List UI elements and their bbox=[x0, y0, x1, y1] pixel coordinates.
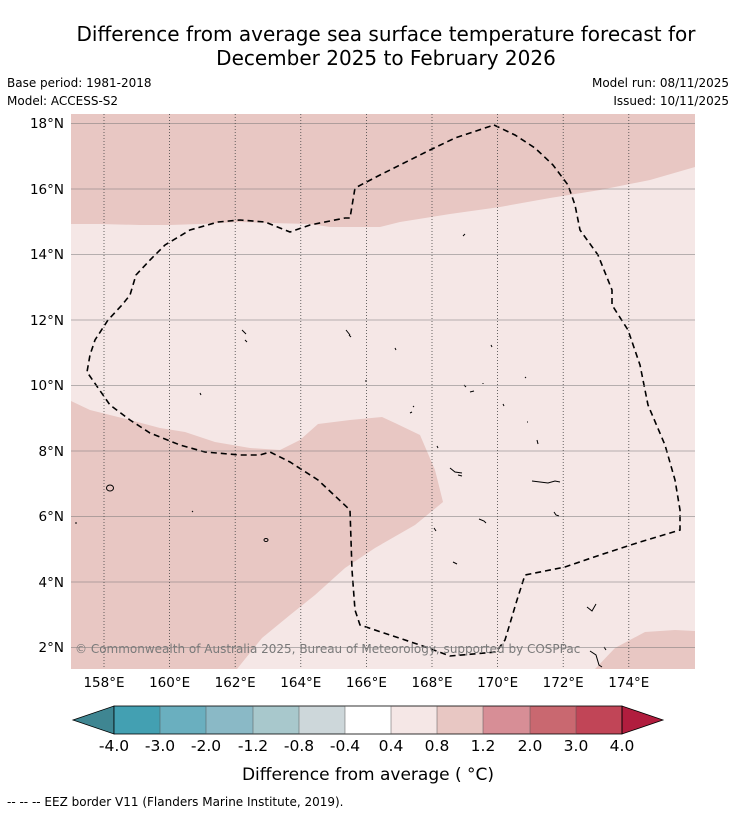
colorbar-outline bbox=[113, 705, 623, 735]
lon-label: 166°E bbox=[346, 675, 387, 691]
colorbar-tick-label: -4.0 bbox=[99, 737, 129, 755]
colorbar-tick-label: -1.2 bbox=[238, 737, 268, 755]
colorbar-bin bbox=[576, 706, 622, 734]
lat-label: 10°N bbox=[30, 378, 64, 394]
atoll-contours bbox=[75, 233, 607, 668]
colorbar-bin bbox=[160, 706, 206, 734]
lat-label: 8°N bbox=[39, 444, 64, 460]
anomaly-region-southwest bbox=[71, 401, 443, 669]
colorbar-title: Difference from average ( °C) bbox=[242, 765, 494, 785]
colorbar-tick-label: 0.4 bbox=[379, 737, 404, 755]
lon-label: 174°E bbox=[608, 675, 649, 691]
colorbar-bin bbox=[114, 706, 160, 734]
colorbar-tick-label: -0.4 bbox=[330, 737, 360, 755]
colorbar-tick-label: -3.0 bbox=[145, 737, 175, 755]
lat-label: 12°N bbox=[30, 313, 64, 329]
chart-title: Difference from average sea surface temp… bbox=[40, 22, 732, 70]
longitude-axis: 158°E 160°E 162°E 164°E 166°E 168°E 170°… bbox=[83, 675, 649, 691]
colorbar-tick-label: 3.0 bbox=[564, 737, 589, 755]
lon-label: 168°E bbox=[411, 675, 452, 691]
colorbar-tick-label: 4.0 bbox=[610, 737, 635, 755]
lon-label: 170°E bbox=[477, 675, 518, 691]
colorbar-tick-label: 2.0 bbox=[518, 737, 543, 755]
lon-label: 164°E bbox=[280, 675, 321, 691]
anomaly-region-north bbox=[71, 114, 695, 227]
lat-label: 4°N bbox=[39, 575, 64, 591]
lat-label: 18°N bbox=[30, 116, 64, 132]
lat-label: 2°N bbox=[39, 640, 64, 656]
lon-label: 172°E bbox=[543, 675, 584, 691]
title-line-2: December 2025 to February 2026 bbox=[216, 46, 556, 70]
lat-label: 6°N bbox=[39, 509, 64, 525]
lat-label: 14°N bbox=[30, 247, 64, 263]
latitude-axis: 18°N 16°N 14°N 12°N 10°N 8°N 6°N 4°N 2°N bbox=[30, 116, 64, 656]
issued-text: Issued: 10/11/2025 bbox=[613, 94, 729, 108]
colorbar-dividers bbox=[159, 706, 577, 734]
colorbar-bin bbox=[299, 706, 345, 734]
model-text: Model: ACCESS-S2 bbox=[7, 94, 119, 108]
latitude-gridlines bbox=[71, 123, 695, 648]
lon-label: 162°E bbox=[215, 675, 256, 691]
colorbar-tick-label: 0.8 bbox=[425, 737, 450, 755]
anomaly-region-southeast bbox=[595, 630, 695, 669]
longitude-gridlines bbox=[103, 114, 630, 669]
colorbar-bin bbox=[530, 706, 576, 734]
lon-label: 158°E bbox=[83, 675, 124, 691]
model-run-text: Model run: 08/11/2025 bbox=[591, 76, 729, 90]
colorbar-tick-label: 1.2 bbox=[471, 737, 496, 755]
meta-right: Model run: 08/11/2025 Issued: 10/11/2025 bbox=[592, 74, 729, 110]
meta-left: Base period: 1981-2018 Model: ACCESS-S2 bbox=[7, 74, 152, 110]
eez-footnote: -- -- -- EEZ border V11 (Flanders Marine… bbox=[7, 795, 344, 809]
colorbar-bin bbox=[345, 706, 391, 734]
colorbar-tick-label: -2.0 bbox=[191, 737, 221, 755]
colorbar-bin bbox=[483, 706, 530, 734]
title-line-1: Difference from average sea surface temp… bbox=[76, 22, 696, 46]
colorbar-bin bbox=[391, 706, 437, 734]
colorbar-bin bbox=[206, 706, 253, 734]
colorbar-under-arrow bbox=[71, 705, 115, 735]
eez-border bbox=[86, 124, 681, 657]
colorbar-over-arrow bbox=[621, 705, 665, 735]
colorbar: -4.0 -3.0 -2.0 -1.2 -0.8 -0.4 0.4 0.8 1.… bbox=[71, 705, 665, 785]
base-period-text: Base period: 1981-2018 bbox=[7, 76, 152, 90]
colorbar-tick-label: -0.8 bbox=[284, 737, 314, 755]
colorbar-bin bbox=[253, 706, 299, 734]
lat-label: 16°N bbox=[30, 182, 64, 198]
lon-label: 160°E bbox=[149, 675, 190, 691]
copyright-text: © Commonwealth of Australia 2025, Bureau… bbox=[75, 642, 580, 656]
colorbar-bin bbox=[437, 706, 483, 734]
